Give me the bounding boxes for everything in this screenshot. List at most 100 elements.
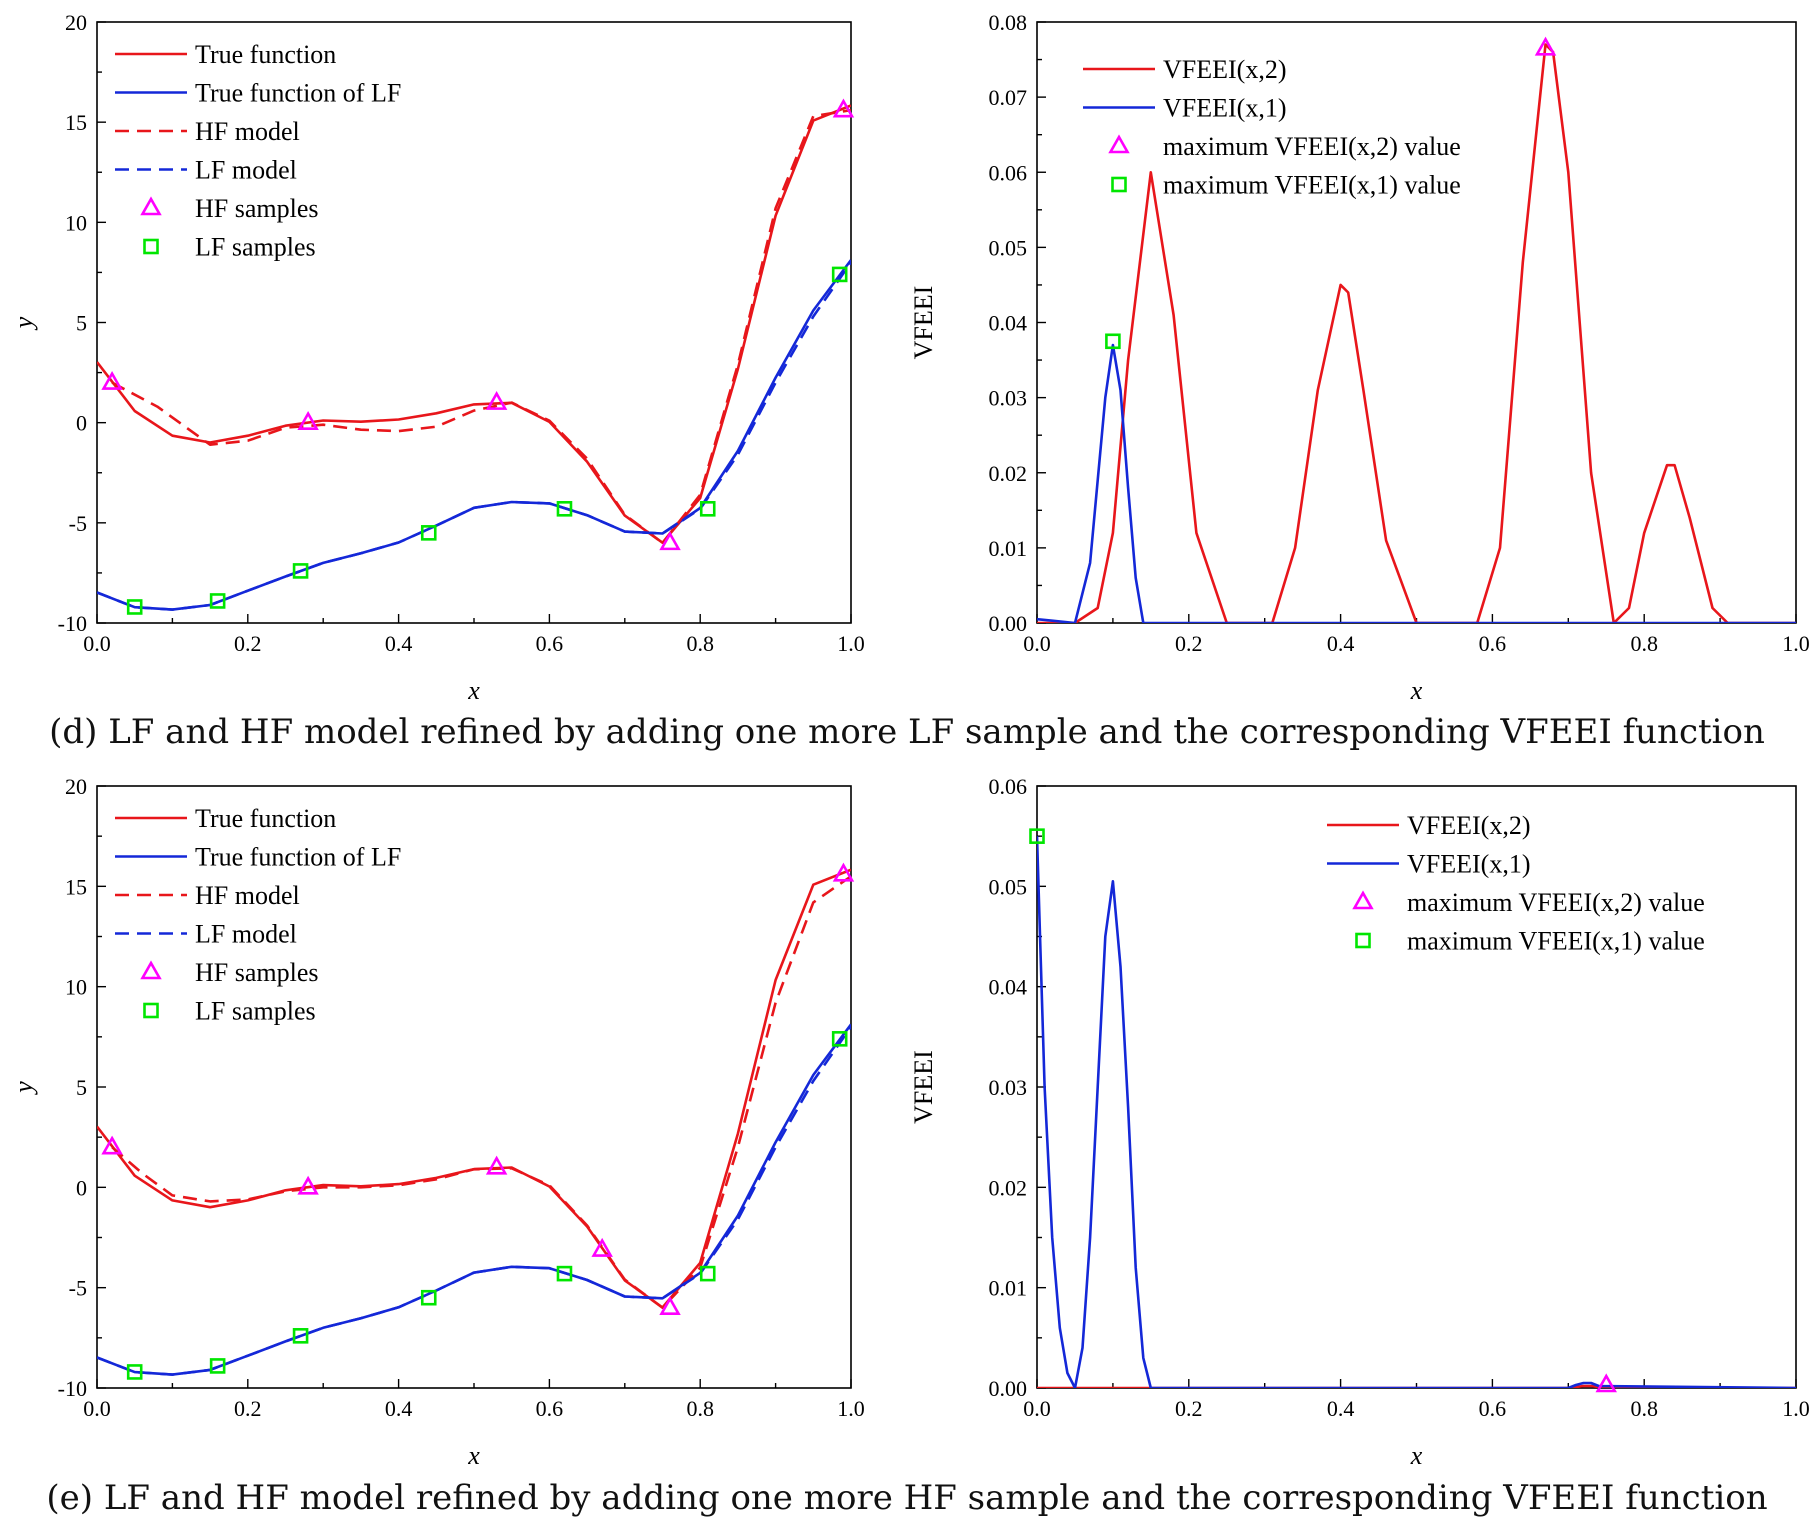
hf-sample-marker xyxy=(297,1175,319,1195)
caption-d: (d) LF and HF model refined by adding on… xyxy=(49,712,1765,752)
y-tick-label: 0.06 xyxy=(989,160,1028,185)
series-lf-model xyxy=(97,261,851,611)
legend-square-marker xyxy=(1111,176,1127,193)
x-tick-label: 0.0 xyxy=(1023,631,1051,656)
hf-sample-marker xyxy=(1534,36,1557,56)
y-tick-label: 0.08 xyxy=(989,10,1028,35)
x-axis-label: x xyxy=(467,1441,480,1470)
lf-sample-marker xyxy=(699,501,716,517)
lf-sample-marker xyxy=(126,1364,143,1380)
x-axis-label: x xyxy=(1410,676,1423,705)
legend-label: True function of LF xyxy=(195,79,401,108)
y-tick-label: 0.01 xyxy=(989,1276,1028,1301)
legend-triangle-marker xyxy=(1108,134,1130,154)
y-tick-label: -5 xyxy=(69,1276,87,1301)
legend-triangle-marker xyxy=(1352,890,1374,910)
x-tick-label: 0.4 xyxy=(1327,1396,1355,1421)
y-axis-label: VFEEI xyxy=(909,1050,938,1124)
legend-label: HF samples xyxy=(195,958,319,987)
series-vfeei-x-1- xyxy=(1037,343,1796,623)
y-tick-label: 5 xyxy=(76,1075,87,1100)
y-tick-label: 20 xyxy=(65,10,87,35)
chart-e-right: 0.0 0.2 0.4 0.6 0.8 1.0 0.00 0.01 0.02 0.03 0.04 0.… xyxy=(909,774,1810,1470)
x-tick-label: 0.4 xyxy=(385,631,413,656)
hf-sample-marker xyxy=(297,411,319,430)
y-tick-label: 0.03 xyxy=(989,1075,1028,1100)
y-axis-label: y xyxy=(9,1081,38,1096)
y-tick-label: 0.06 xyxy=(989,774,1028,799)
lf-sample-marker xyxy=(420,525,437,541)
legend-label: maximum VFEEI(x,1) value xyxy=(1163,171,1461,200)
x-tick-label: 0.6 xyxy=(536,631,564,656)
hf-sample-marker xyxy=(591,1237,613,1257)
plot-frame xyxy=(96,21,852,624)
legend-label: True function of LF xyxy=(195,843,401,872)
x-tick-label: 0.8 xyxy=(1630,1396,1658,1421)
x-tick-label: 0.6 xyxy=(1479,1396,1507,1421)
x-tick-label: 0.0 xyxy=(1023,1396,1051,1421)
y-tick-label: 0.05 xyxy=(989,235,1028,260)
hf-sample-marker xyxy=(832,98,855,118)
hf-sample-marker xyxy=(101,370,123,390)
x-tick-label: 0.8 xyxy=(686,1396,714,1421)
y-tick-label: 0.07 xyxy=(989,85,1028,110)
legend-label: VFEEI(x,2) xyxy=(1163,55,1286,84)
x-tick-label: 1.0 xyxy=(837,1396,865,1421)
lf-sample-marker xyxy=(1029,828,1045,844)
plot-frame xyxy=(96,785,852,1389)
y-tick-label: 0 xyxy=(76,411,87,436)
x-tick-label: 0.6 xyxy=(1479,631,1507,656)
series-vfeei-x-2- xyxy=(1037,43,1796,623)
series-vfeei-x-1- xyxy=(1037,836,1796,1388)
x-axis-label: x xyxy=(1410,1441,1423,1470)
y-tick-label: 5 xyxy=(76,311,87,336)
x-tick-label: 0.0 xyxy=(83,1396,111,1421)
x-tick-label: 0.8 xyxy=(1630,631,1658,656)
lf-sample-marker xyxy=(126,599,143,615)
y-axis-label: VFEEI xyxy=(909,286,938,360)
y-tick-label: 0.02 xyxy=(989,461,1028,486)
y-tick-label: -10 xyxy=(58,611,87,636)
x-tick-label: 1.0 xyxy=(837,631,865,656)
lf-sample-marker xyxy=(1105,333,1121,350)
y-tick-label: 0.00 xyxy=(989,1376,1028,1401)
series-hf-model xyxy=(111,108,851,545)
series-hf-model xyxy=(111,875,851,1309)
x-tick-label: 0.6 xyxy=(536,1396,564,1421)
legend-label: HF model xyxy=(195,881,300,910)
x-tick-label: 0.2 xyxy=(1175,631,1203,656)
x-tick-label: 0.0 xyxy=(83,631,111,656)
lf-sample-marker xyxy=(209,593,226,609)
y-tick-label: 15 xyxy=(65,110,87,135)
x-tick-label: 0.2 xyxy=(1175,1396,1203,1421)
chart-d-right: 0.0 0.2 0.4 0.6 0.8 1.0 0.00 0.01 0.02 0.03 0.04 0.… xyxy=(909,10,1810,705)
series-true-function-of-lf xyxy=(97,259,851,611)
y-tick-label: 0.04 xyxy=(989,975,1028,1000)
y-tick-label: 15 xyxy=(65,874,87,899)
y-tick-label: 10 xyxy=(65,210,87,235)
legend-label: HF samples xyxy=(195,194,319,223)
y-tick-label: 10 xyxy=(65,975,87,1000)
legend-label: maximum VFEEI(x,2) value xyxy=(1407,888,1705,917)
series-true-function-of-lf xyxy=(97,1023,851,1376)
legend-label: LF model xyxy=(195,920,297,949)
legend-square-marker xyxy=(1355,932,1371,949)
y-tick-label: 0.00 xyxy=(989,611,1028,636)
plot-frame xyxy=(1036,21,1797,624)
hf-sample-marker xyxy=(101,1135,123,1155)
y-tick-label: 0.04 xyxy=(989,311,1028,336)
lf-sample-marker xyxy=(556,1265,573,1282)
hf-sample-marker xyxy=(1595,1373,1617,1393)
legend-square-marker xyxy=(143,238,159,255)
y-tick-label: -10 xyxy=(58,1376,87,1401)
y-axis-label: y xyxy=(9,316,38,331)
x-tick-label: 0.4 xyxy=(385,1396,413,1421)
legend-label: True function xyxy=(195,804,336,833)
hf-sample-marker xyxy=(659,1296,681,1316)
lf-sample-marker xyxy=(209,1358,226,1374)
legend-label: VFEEI(x,1) xyxy=(1407,850,1530,879)
legend-label: HF model xyxy=(195,117,300,146)
series-lf-model xyxy=(97,1026,851,1376)
x-tick-label: 0.2 xyxy=(234,1396,262,1421)
lf-sample-marker xyxy=(831,1031,848,1047)
